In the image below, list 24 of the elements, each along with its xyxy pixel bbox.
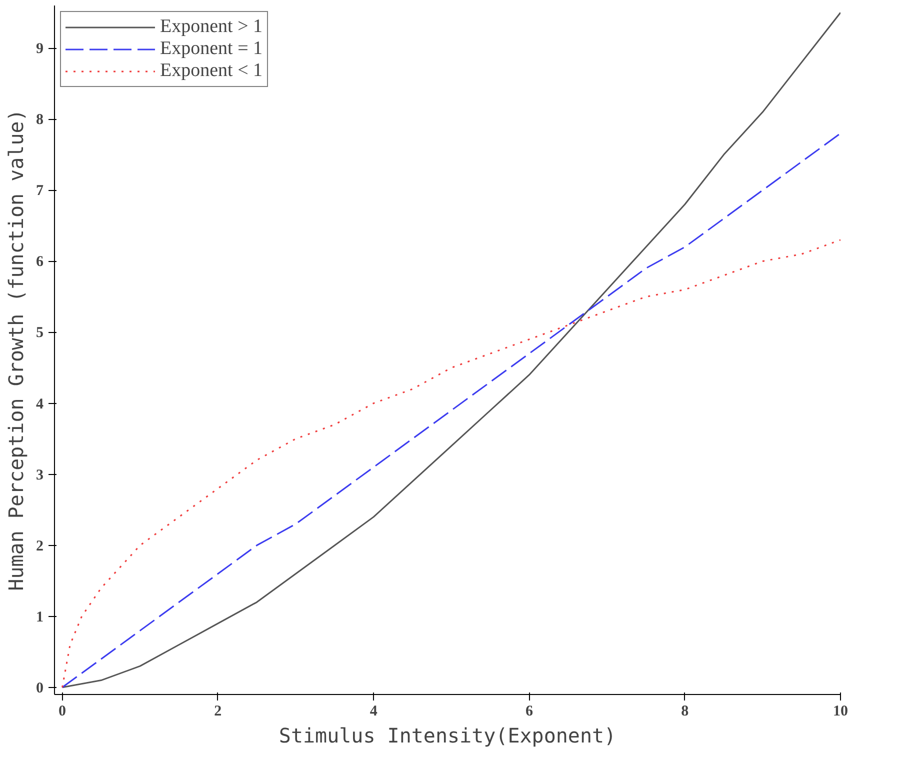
x-tick-label: 6 <box>525 704 534 720</box>
x-tick-label: 10 <box>833 704 848 720</box>
y-tick-label: 7 <box>36 183 44 200</box>
line-series <box>62 132 840 688</box>
legend-label: Exponent < 1 <box>160 60 263 82</box>
line-series <box>62 12 840 688</box>
x-tick-label: 2 <box>214 704 222 720</box>
y-tick-label: 8 <box>36 112 44 128</box>
y-tick-label: 2 <box>36 538 44 554</box>
y-tick-label: 0 <box>36 680 44 696</box>
y-tick-label: 1 <box>36 609 44 626</box>
x-tick-label: 8 <box>681 704 689 720</box>
y-tick-label: 6 <box>36 254 44 270</box>
y-tick-label: 5 <box>36 325 44 342</box>
x-tick-label: 4 <box>370 704 378 720</box>
legend-label: Exponent > 1 <box>160 16 263 38</box>
y-tick-label: 4 <box>36 396 44 412</box>
legend-label: Exponent = 1 <box>160 38 263 60</box>
line-series <box>62 239 840 688</box>
y-axis-title: Human Perception Growth (function value) <box>4 109 28 591</box>
x-axis-title: Stimulus Intensity(Exponent) <box>278 724 616 748</box>
y-tick-label: 9 <box>36 41 44 58</box>
x-tick-label: 0 <box>58 704 66 720</box>
y-tick-label: 3 <box>36 467 44 484</box>
